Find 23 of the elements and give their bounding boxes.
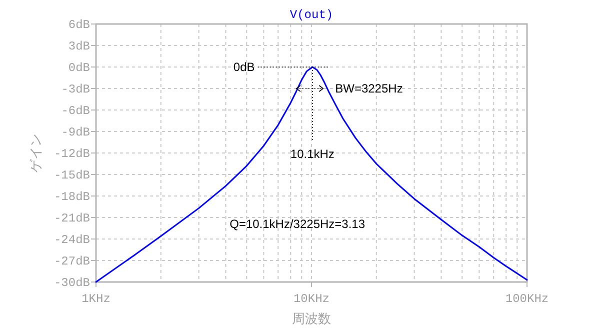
annotation: BW=3225Hz — [335, 82, 403, 96]
annotation: Q=10.1kHz/3225Hz=3.13 — [230, 216, 366, 231]
x-axis-title: 周波数 — [292, 311, 331, 326]
y-tick-label: -6dB — [61, 104, 90, 118]
y-tick-label: 6dB — [68, 18, 90, 32]
y-tick-label: -9dB — [61, 126, 90, 140]
x-tick-label: 10KHz — [293, 292, 330, 306]
y-tick-label: -18dB — [54, 190, 90, 204]
y-tick-label: 0dB — [68, 61, 90, 75]
y-tick-label: -30dB — [54, 276, 90, 290]
y-tick-label: -15dB — [54, 168, 90, 182]
y-tick-label: -27dB — [54, 254, 90, 268]
y-tick-label: -24dB — [54, 233, 90, 247]
annotation: 0dB — [233, 60, 255, 74]
annotation: 10.1kHz — [290, 147, 334, 162]
x-tick-label: 1KHz — [82, 292, 110, 306]
chart-title: V(out) — [290, 8, 334, 22]
y-tick-label: 3dB — [68, 40, 90, 54]
y-tick-label: -3dB — [61, 82, 90, 96]
y-axis-title: ゲイン — [28, 134, 43, 172]
x-tick-label: 100KHz — [505, 292, 549, 306]
y-tick-label: -21dB — [54, 212, 90, 226]
y-tick-label: -12dB — [54, 147, 90, 161]
